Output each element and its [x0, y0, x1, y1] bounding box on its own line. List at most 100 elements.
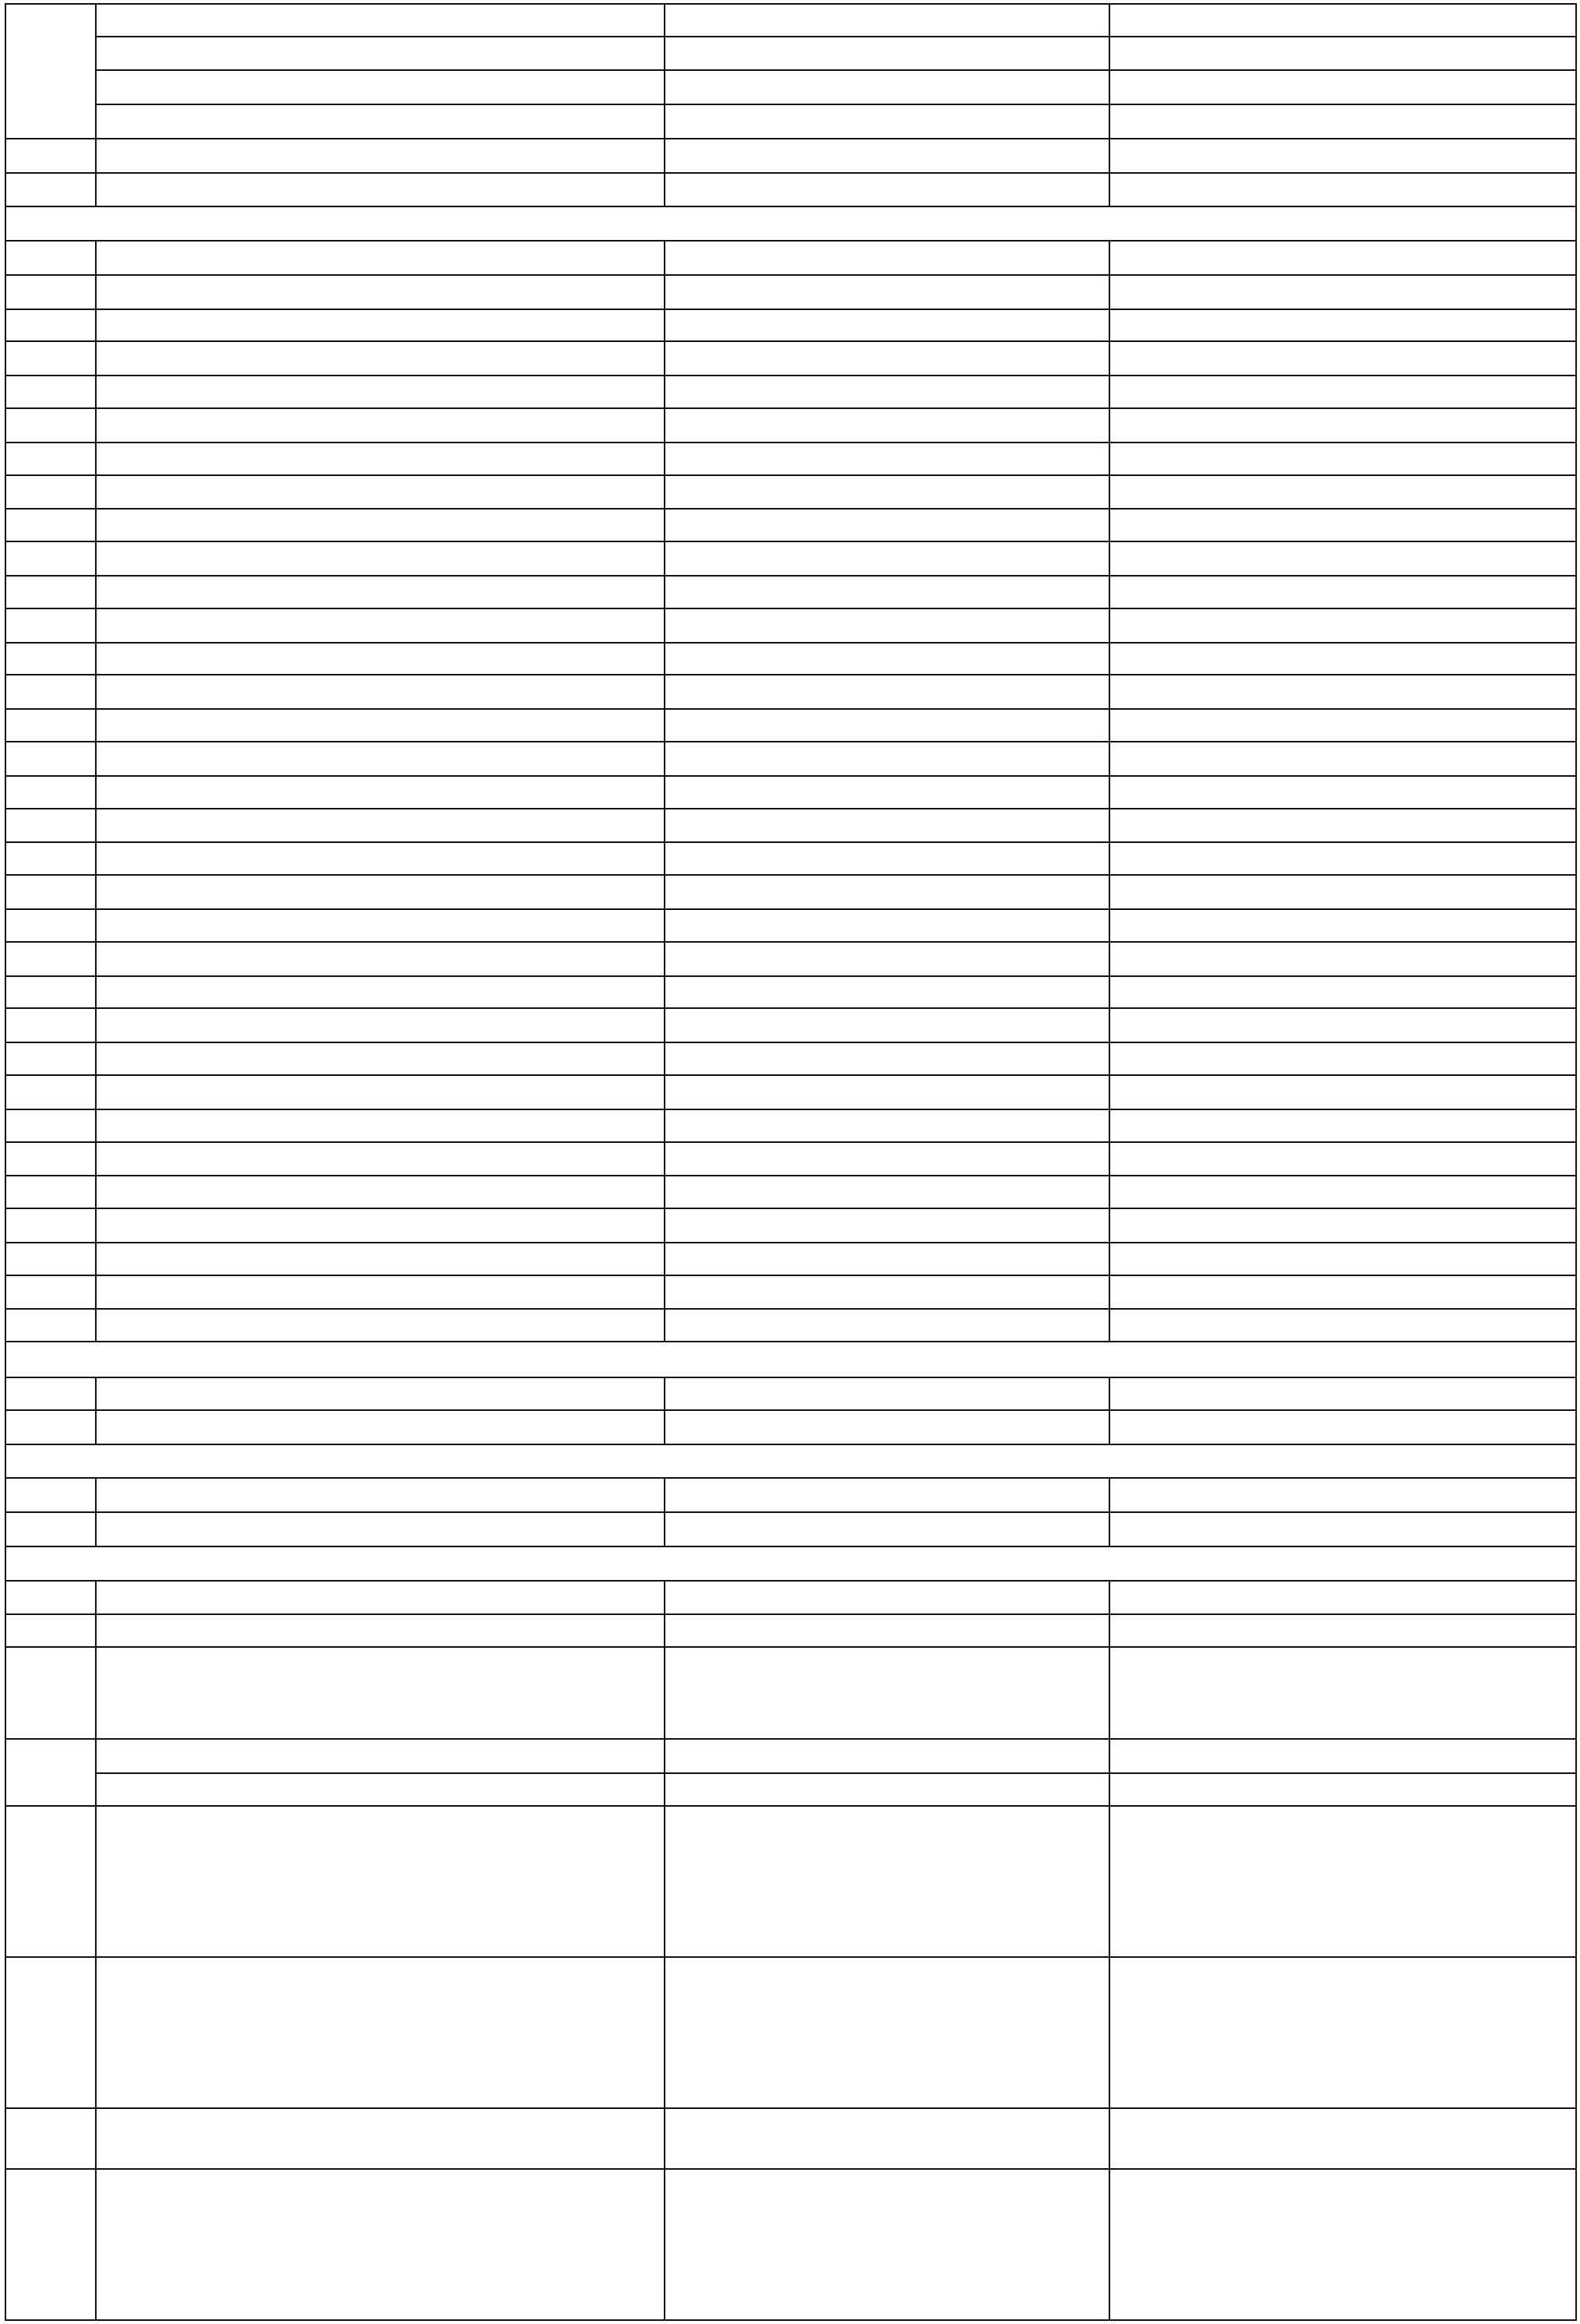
table-cell-index [5, 172, 97, 207]
table-cell [95, 274, 665, 310]
table-cell [664, 1141, 1110, 1176]
table-cell [95, 104, 665, 139]
table-cell [1109, 474, 1577, 510]
table-cell-index [5, 1956, 97, 2109]
table-cell-index [5, 1477, 97, 1513]
table-cell [664, 975, 1110, 1009]
table-cell [95, 1074, 665, 1110]
table-cell [664, 474, 1110, 510]
table-cell [1109, 1308, 1577, 1342]
table-cell-index [5, 741, 97, 777]
table-cell [664, 1580, 1110, 1615]
table-cell [1109, 1175, 1577, 1209]
table-cell-index [5, 608, 97, 644]
table-cell-index [5, 309, 97, 342]
table-cell-index [5, 1074, 97, 1110]
table-cell [95, 442, 665, 476]
table-cell-index [5, 2168, 97, 2321]
table-cell [95, 1377, 665, 1411]
table-cell [664, 240, 1110, 276]
table-cell [95, 1805, 665, 1958]
table-cell [1109, 1074, 1577, 1110]
table-cell [95, 1738, 665, 1774]
table-cell [95, 1613, 665, 1648]
table-cell [1109, 3, 1577, 37]
table-cell [1109, 172, 1577, 207]
table-cell [1109, 1772, 1577, 1807]
table-cell [664, 1511, 1110, 1547]
table-cell [1109, 274, 1577, 310]
table-cell-index [5, 3, 97, 139]
table-cell-index [5, 274, 97, 310]
table-cell [95, 1511, 665, 1547]
table-cell [664, 808, 1110, 843]
table-cell [95, 1208, 665, 1243]
table-cell-index [5, 642, 97, 675]
table-cell [664, 1175, 1110, 1209]
table-cell [664, 1646, 1110, 1740]
table-cell [95, 708, 665, 742]
table-cell [95, 674, 665, 710]
table-cell [664, 309, 1110, 342]
table-cell [664, 442, 1110, 476]
table-cell-index [5, 975, 97, 1009]
table-cell [95, 2107, 665, 2170]
table-cell [1109, 1511, 1577, 1547]
table-cell [95, 474, 665, 510]
table-cell [1109, 1042, 1577, 1076]
table-cell [1109, 1580, 1577, 1615]
table-cell [95, 340, 665, 376]
table-cell-index [5, 775, 97, 809]
table-cell [664, 69, 1110, 105]
table-cell-index [5, 442, 97, 476]
table-cell-index [5, 874, 97, 910]
table-cell [664, 1956, 1110, 2109]
table-cell [664, 1613, 1110, 1648]
table-cell [1109, 674, 1577, 710]
table-cell [95, 240, 665, 276]
table-cell-index [5, 407, 97, 443]
table-cell [1109, 2168, 1577, 2321]
table-cell [1109, 1409, 1577, 1445]
table-cell [1109, 908, 1577, 943]
table-cell [1109, 375, 1577, 409]
table-cell [1109, 1738, 1577, 1774]
table-cell [1109, 1242, 1577, 1276]
table-cell [95, 508, 665, 542]
table-cell-index [5, 1805, 97, 1958]
table-cell [664, 841, 1110, 876]
table-cell [95, 138, 665, 174]
table-cell [664, 1074, 1110, 1110]
table-cell [1109, 1109, 1577, 1143]
table-cell [95, 2168, 665, 2321]
table-cell [664, 1275, 1110, 1310]
table-cell [1109, 808, 1577, 843]
table-cell [664, 1772, 1110, 1807]
table-cell-index [5, 1175, 97, 1209]
table-cell-index [5, 138, 97, 174]
table-cell [664, 674, 1110, 710]
table-cell [664, 1308, 1110, 1342]
table-cell [95, 1477, 665, 1513]
table-cell [1109, 1141, 1577, 1176]
table-cell [95, 1308, 665, 1342]
table-cell [1109, 975, 1577, 1009]
table-cell [664, 340, 1110, 376]
table-cell [95, 908, 665, 943]
table-cell [664, 1208, 1110, 1243]
table-cell [1109, 508, 1577, 542]
table-cell [95, 941, 665, 977]
table-cell [1109, 1646, 1577, 1740]
table-cell [95, 36, 665, 71]
table-section-row [5, 1546, 1577, 1582]
table-cell [1109, 1007, 1577, 1043]
table-cell-index [5, 1738, 97, 1807]
table-cell [95, 808, 665, 843]
table-cell [95, 874, 665, 910]
table-cell-index [5, 1613, 97, 1648]
table-cell-index [5, 2107, 97, 2170]
table-cell [664, 1377, 1110, 1411]
table-cell [664, 874, 1110, 910]
table-cell [664, 1042, 1110, 1076]
table-cell-index [5, 1377, 97, 1411]
